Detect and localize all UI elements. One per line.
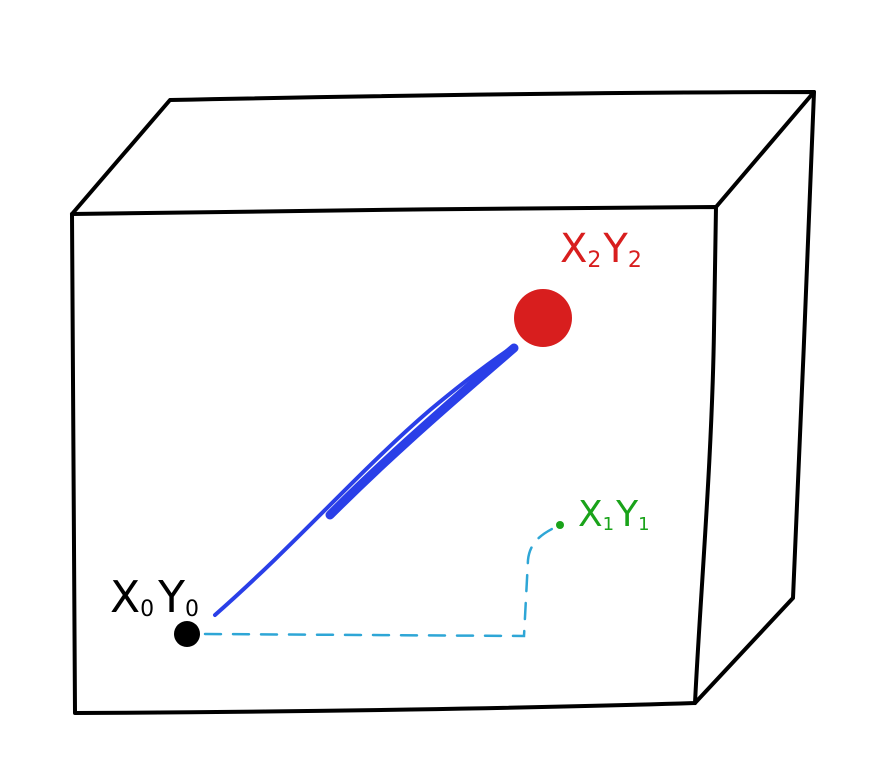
- label-y2-subscript: 2: [628, 248, 642, 273]
- label-x2y2: X2Y2: [560, 226, 642, 273]
- label-y0-letter: Y: [157, 572, 185, 623]
- box-outline: [70, 90, 816, 715]
- point-x0y0-dot: [174, 621, 200, 647]
- label-x2-subscript: 2: [587, 248, 601, 273]
- box-top-face: [70, 90, 816, 216]
- label-x0-subscript: 0: [140, 597, 154, 622]
- label-x1-letter: X: [578, 494, 603, 535]
- main-vector-line: [213, 344, 516, 617]
- label-y1-subscript: 1: [638, 514, 649, 535]
- dashed-path: [203, 523, 562, 638]
- label-y0-subscript: 0: [185, 597, 199, 622]
- point-x2y2-dot: [514, 289, 572, 347]
- label-x1-subscript: 1: [603, 514, 614, 535]
- main-vector-line-thick: [325, 343, 519, 520]
- label-x2-letter: X: [560, 226, 587, 272]
- label-y2-letter: Y: [602, 226, 628, 272]
- label-y1-letter: Y: [615, 494, 639, 535]
- label-x0-letter: X: [110, 572, 140, 623]
- label-x1y1: X1Y1: [578, 494, 650, 535]
- box-right-face: [693, 90, 816, 705]
- point-x1y1-dot: [556, 521, 564, 529]
- label-x0y0: X0Y0: [110, 572, 199, 623]
